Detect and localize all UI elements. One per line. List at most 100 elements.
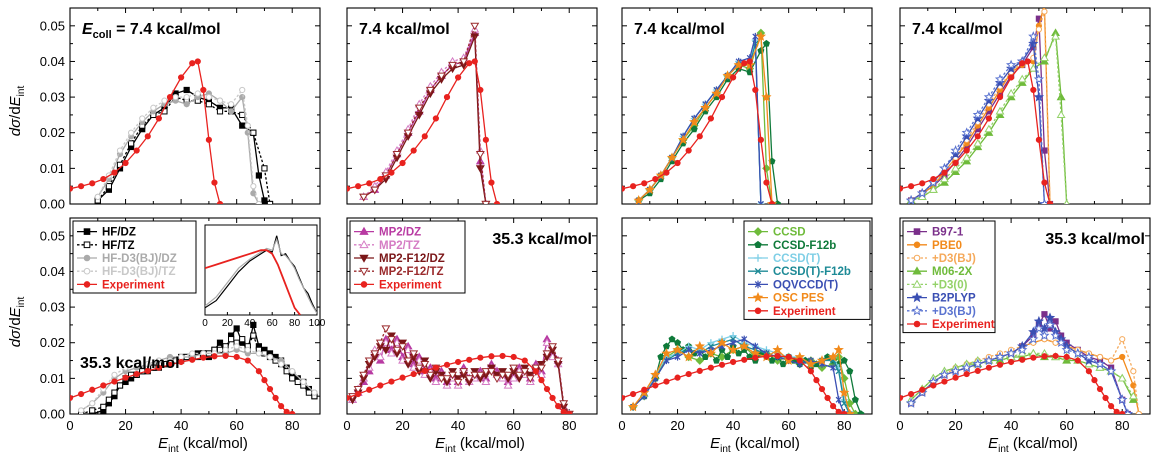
data-point	[370, 350, 380, 359]
data-point	[1113, 408, 1120, 414]
y-tick-label: 0.00	[40, 407, 65, 422]
legend-label: +D3(0)	[932, 279, 968, 291]
x-tick-label: 20	[118, 418, 132, 433]
data-point	[443, 93, 451, 101]
data-point	[205, 93, 212, 101]
data-point	[216, 339, 224, 346]
data-point	[1030, 86, 1037, 94]
data-point	[194, 58, 201, 65]
legend-entry: Experiment	[907, 319, 995, 331]
data-point	[783, 355, 794, 365]
data-point	[255, 368, 262, 375]
legend-marker	[912, 266, 922, 275]
data-point	[627, 401, 639, 412]
data-point	[388, 378, 395, 385]
data-point	[1056, 110, 1066, 119]
data-point	[972, 109, 983, 120]
data-point	[1024, 58, 1031, 65]
data-point	[941, 378, 948, 385]
data-point	[421, 367, 428, 374]
data-point	[1061, 344, 1072, 355]
data-point	[470, 371, 480, 380]
data-point	[477, 354, 484, 361]
data-point	[144, 361, 151, 368]
data-point	[962, 153, 972, 161]
data-point	[718, 93, 726, 101]
data-point	[1017, 74, 1027, 83]
data-point	[436, 72, 446, 81]
legend-box	[743, 220, 871, 320]
data-point	[711, 88, 722, 98]
series-osc-pes	[633, 31, 778, 204]
legend-entry: M06-2X	[907, 266, 973, 278]
data-point	[1072, 348, 1083, 358]
data-point	[89, 407, 96, 414]
data-point	[289, 368, 296, 375]
data-point	[355, 183, 362, 190]
data-point	[448, 371, 458, 380]
data-point	[972, 358, 983, 369]
series-d3-bj	[905, 319, 1133, 414]
data-point	[347, 394, 351, 402]
data-point	[1130, 382, 1137, 389]
data-point	[555, 403, 562, 410]
data-point	[816, 355, 828, 365]
data-point	[1119, 353, 1126, 361]
data-point	[961, 362, 972, 373]
data-point	[492, 375, 502, 383]
legend-marker	[911, 305, 923, 316]
data-point	[488, 353, 495, 360]
data-point	[729, 332, 737, 340]
data-point	[951, 163, 961, 172]
data-point	[846, 367, 854, 375]
data-point	[353, 385, 363, 394]
data-point	[657, 353, 665, 360]
data-point	[841, 410, 848, 414]
data-point	[701, 353, 709, 360]
data-point	[403, 129, 413, 138]
data-point	[835, 408, 842, 414]
data-point	[538, 377, 545, 384]
data-point	[178, 74, 185, 81]
legend-marker	[83, 228, 91, 235]
data-point	[785, 353, 792, 361]
x-tick-label: 20	[948, 418, 962, 433]
legend-label: Experiment	[379, 279, 442, 291]
data-point	[189, 60, 196, 67]
legend-label: OQVCCD(T)	[773, 279, 838, 291]
data-point	[633, 195, 644, 204]
x-tick-label: 60	[229, 418, 243, 433]
data-point	[128, 129, 135, 136]
x-tick-label: 20	[670, 418, 684, 433]
data-point	[122, 159, 129, 167]
data-point	[752, 32, 759, 41]
x-tick-label: 0	[66, 418, 73, 433]
data-point	[779, 360, 787, 368]
legend-marker	[754, 240, 762, 248]
legend-entry: Experiment	[77, 279, 165, 291]
panel-hf-low-energy: 0.00 0.01 0.02 0.03 0.04 0.05 Ecoll = 7.4 kcal…	[40, 7, 321, 212]
data-point	[503, 380, 513, 389]
y-tick-label: 0.03	[40, 300, 65, 315]
data-point	[833, 344, 844, 355]
data-point	[746, 58, 753, 65]
series-hf-dz	[94, 86, 274, 204]
x-tick-label: 0	[896, 418, 903, 433]
legend: HF/DZHF/TZHF-D3(BJ)/DZHF-D3(BJ)/TZExperi…	[72, 220, 197, 294]
legend-label: CCSD(T)	[773, 253, 820, 265]
data-point	[741, 60, 748, 67]
data-point	[663, 356, 670, 365]
data-point	[1035, 26, 1042, 33]
data-point	[650, 369, 661, 380]
data-point	[994, 77, 1006, 88]
legend-marker	[754, 267, 762, 275]
data-point	[652, 175, 659, 183]
y-tick-label: 0.00	[40, 197, 65, 212]
data-point	[724, 353, 732, 360]
data-point	[375, 339, 385, 348]
data-point	[952, 159, 959, 167]
legend: B97-1PBE0+D3(BJ)M06-2X+D3(0)B2PLYP+D3(BJ…	[902, 220, 996, 334]
data-point	[370, 186, 380, 195]
legend-label: Experiment	[102, 279, 165, 291]
